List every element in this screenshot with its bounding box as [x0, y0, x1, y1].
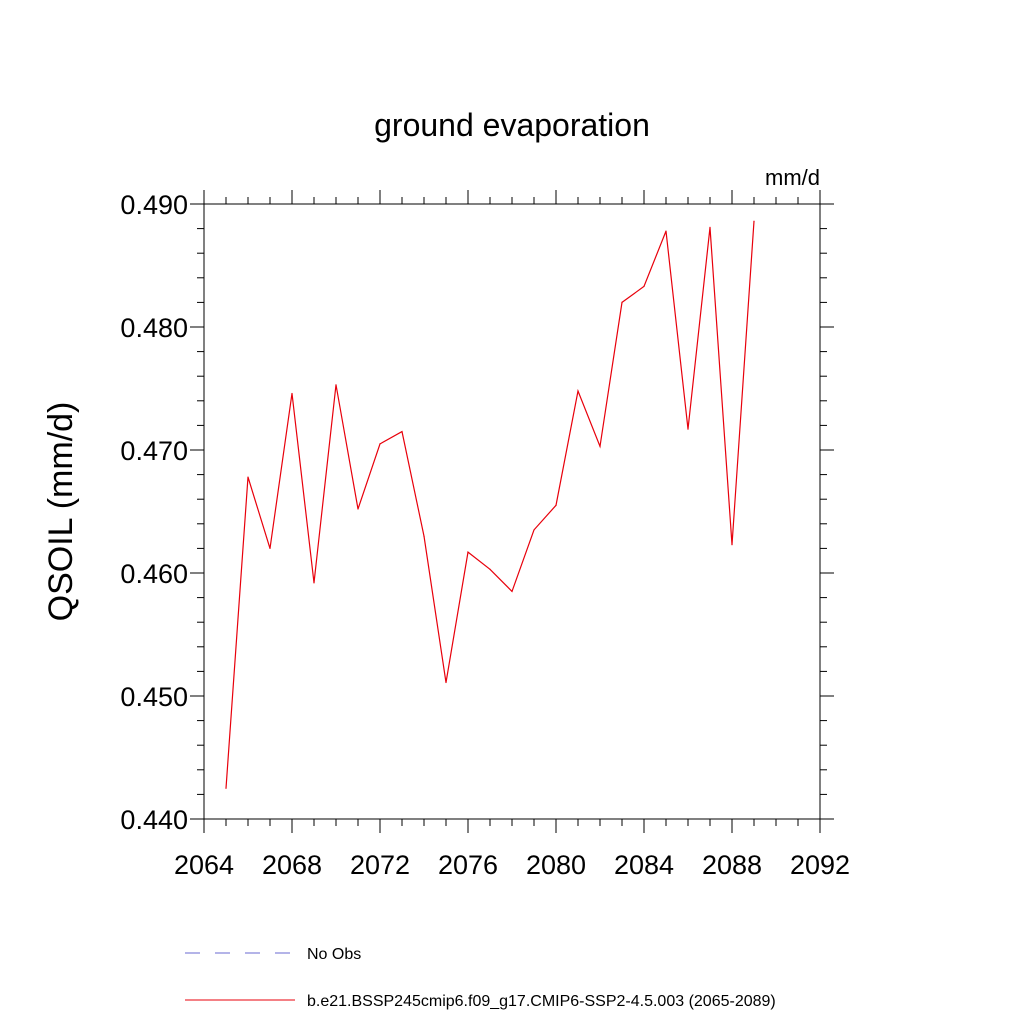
data-point	[269, 547, 271, 550]
legend-label: No Obs	[307, 946, 361, 963]
legend-label: b.e21.BSSP245cmip6.f09_g17.CMIP6-SSP2-4.…	[307, 993, 776, 1010]
y-tick-labels: 0.440 0.450 0.460 0.470 0.480 0.490	[120, 190, 188, 835]
data-point	[489, 568, 491, 570]
data-point	[599, 445, 601, 447]
data-point	[291, 392, 293, 395]
data-point	[709, 226, 711, 228]
data-point	[247, 476, 249, 478]
legend: No Obs b.e21.BSSP245cmip6.f09_g17.CMIP6-S…	[185, 946, 776, 1010]
data-point	[445, 681, 447, 684]
x-tick-label: 2080	[526, 850, 586, 880]
data-point	[313, 582, 315, 584]
x-tick-label: 2088	[702, 850, 762, 880]
data-point	[753, 220, 755, 222]
axis-ticks	[190, 190, 834, 833]
data-point	[423, 535, 425, 537]
series-lines	[225, 220, 755, 789]
y-tick-label: 0.440	[120, 805, 188, 835]
data-point	[643, 285, 645, 288]
x-tick-label: 2076	[438, 850, 498, 880]
units-label: mm/d	[765, 165, 820, 190]
data-point	[511, 590, 513, 593]
data-point	[357, 508, 359, 510]
x-tick-label: 2092	[790, 850, 850, 880]
data-point	[225, 787, 227, 789]
data-point	[401, 430, 403, 433]
data-point	[467, 551, 469, 553]
chart-title: ground evaporation	[374, 107, 650, 143]
y-tick-label: 0.490	[120, 190, 188, 220]
data-point	[621, 301, 623, 303]
data-point	[731, 544, 733, 546]
data-point	[533, 529, 535, 531]
y-axis-label: QSOIL (mm/d)	[42, 402, 80, 622]
data-point	[379, 443, 381, 445]
y-tick-label: 0.480	[120, 313, 188, 343]
y-tick-label: 0.450	[120, 682, 188, 712]
data-point	[555, 504, 557, 506]
x-tick-label: 2072	[350, 850, 410, 880]
y-tick-label: 0.470	[120, 436, 188, 466]
y-tick-label: 0.460	[120, 559, 188, 589]
series-line	[225, 221, 755, 789]
x-tick-label: 2084	[614, 850, 674, 880]
data-point	[665, 230, 667, 232]
data-point	[335, 384, 337, 386]
data-point	[577, 390, 579, 392]
x-tick-label: 2064	[174, 850, 234, 880]
x-tick-label: 2068	[262, 850, 322, 880]
x-tick-labels: 2064 2068 2072 2076 2080 2084 2088 2092	[174, 850, 850, 880]
plot-frame	[203, 203, 821, 820]
data-point	[687, 428, 689, 430]
